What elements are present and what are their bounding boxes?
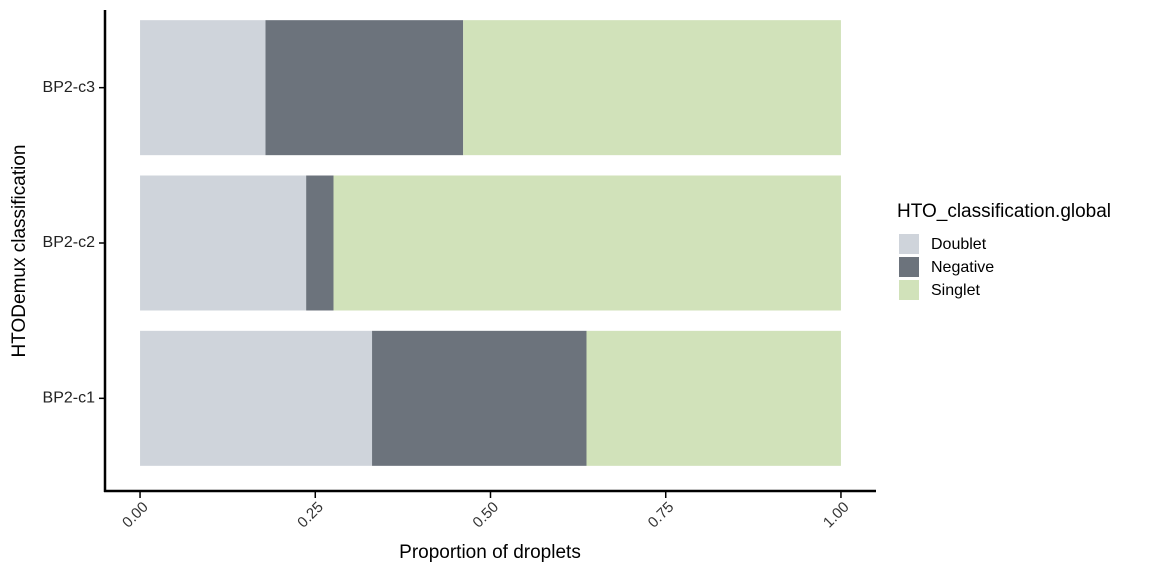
bar-segment bbox=[140, 330, 373, 466]
bar-segment bbox=[140, 175, 307, 311]
x-tick-label: 0.00 bbox=[119, 499, 152, 532]
bar-segment bbox=[586, 330, 841, 466]
legend-label: Singlet bbox=[931, 282, 980, 299]
y-tick-label: BP2-c1 bbox=[43, 390, 96, 407]
x-tick-label: 0.25 bbox=[294, 499, 327, 532]
bar-segment bbox=[372, 330, 587, 466]
y-tick-label: BP2-c3 bbox=[43, 79, 96, 96]
legend-key bbox=[899, 280, 919, 300]
legend-key bbox=[899, 234, 919, 254]
legend-title: HTO_classification.global bbox=[897, 201, 1111, 222]
x-tick-label: 0.50 bbox=[469, 499, 502, 532]
x-axis-label: Proportion of droplets bbox=[399, 542, 581, 563]
x-tick-label: 0.75 bbox=[645, 499, 678, 532]
bar-segment bbox=[333, 175, 841, 311]
bar-segment bbox=[265, 20, 464, 156]
legend-label: Doublet bbox=[931, 236, 987, 253]
y-tick-label: BP2-c2 bbox=[43, 234, 96, 251]
legend-key bbox=[899, 257, 919, 277]
bar-segment bbox=[306, 175, 334, 311]
x-tick-label: 1.00 bbox=[820, 499, 853, 532]
legend-label: Negative bbox=[931, 259, 994, 276]
bar-segment bbox=[140, 20, 266, 156]
y-axis-label: HTODemux classification bbox=[9, 145, 30, 358]
bar-segment bbox=[463, 20, 841, 156]
